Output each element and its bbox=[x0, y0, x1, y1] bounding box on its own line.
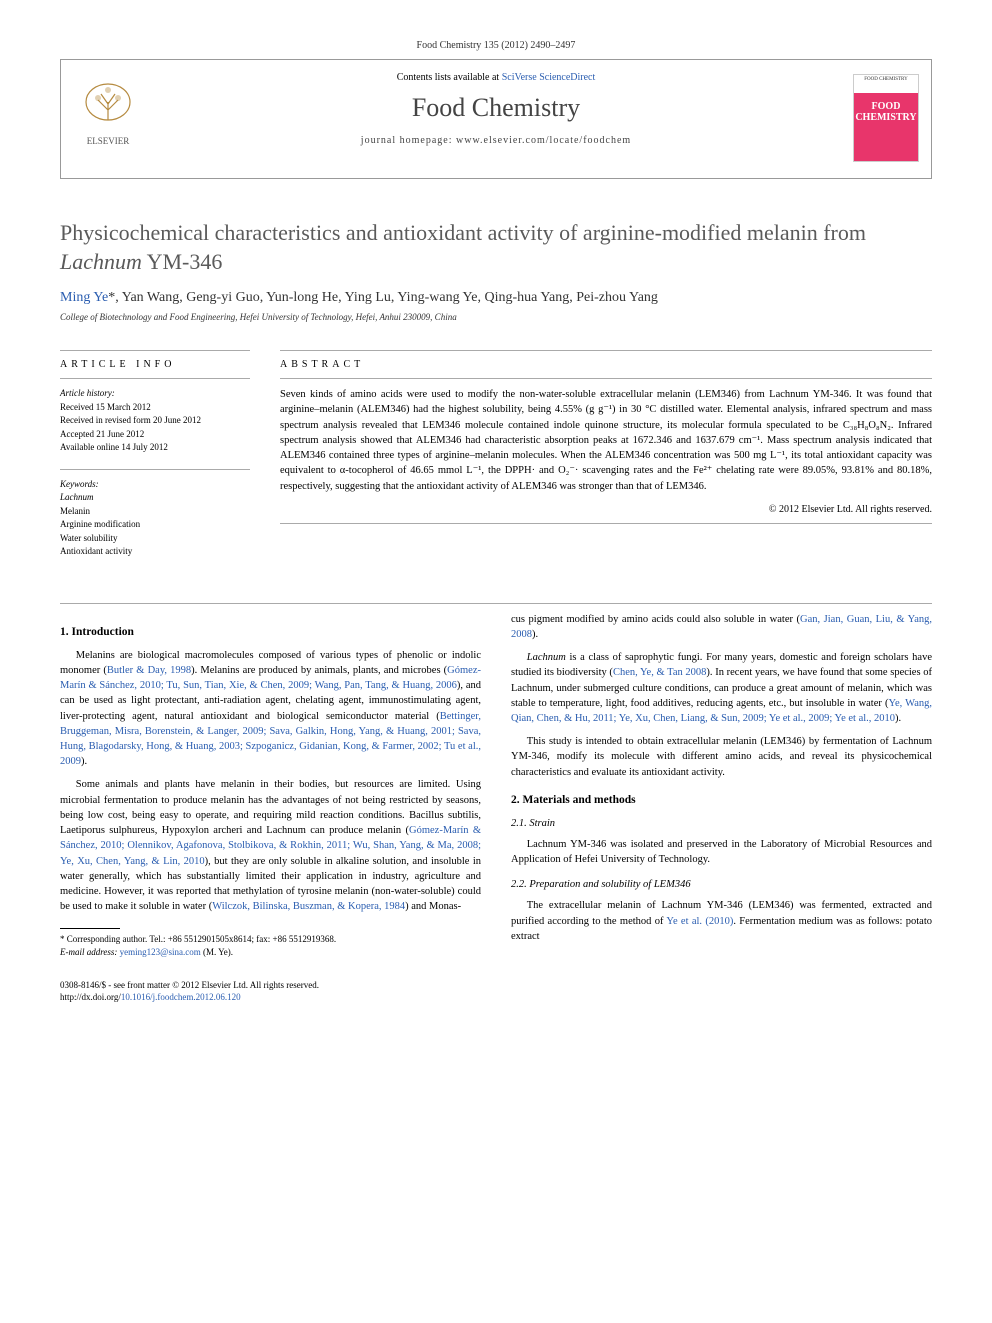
keyword-1: Lachnum bbox=[60, 491, 250, 505]
footnote-separator bbox=[60, 928, 120, 929]
abstract-divider-bot bbox=[280, 523, 932, 524]
keyword-4: Water solubility bbox=[60, 532, 250, 546]
email-label: E-mail address: bbox=[60, 947, 117, 957]
section-2-1-heading: 2.1. Strain bbox=[511, 818, 932, 829]
journal-header-box: ELSEVIER Contents lists available at Sci… bbox=[60, 59, 932, 179]
doi-prefix: http://dx.doi.org/ bbox=[60, 992, 121, 1002]
history-online: Available online 14 July 2012 bbox=[60, 441, 250, 455]
affiliation: College of Biotechnology and Food Engine… bbox=[60, 312, 932, 322]
info-divider-kw bbox=[60, 469, 250, 470]
intro-p2: Some animals and plants have melanin in … bbox=[60, 777, 481, 914]
cover-top-text: FOOD CHEMISTRY bbox=[854, 75, 918, 93]
history-revised: Received in revised form 20 June 2012 bbox=[60, 414, 250, 428]
title-part1: Physicochemical characteristics and anti… bbox=[60, 220, 866, 245]
keyword-3: Arginine modification bbox=[60, 518, 250, 532]
ref-link[interactable]: Ye et al. (2010) bbox=[666, 916, 733, 927]
body-columns: 1. Introduction Melanins are biological … bbox=[60, 612, 932, 1004]
section-1-heading: 1. Introduction bbox=[60, 626, 481, 638]
article-info-heading: ARTICLE INFO bbox=[60, 359, 250, 370]
intro-p2-cont: cus pigment modified by amino acids coul… bbox=[511, 612, 932, 642]
journal-title: Food Chemistry bbox=[81, 93, 911, 123]
body-col-left: 1. Introduction Melanins are biological … bbox=[60, 612, 481, 1004]
issn-line: 0308-8146/$ - see front matter © 2012 El… bbox=[60, 979, 481, 992]
cover-brand-line1: FOOD bbox=[872, 101, 901, 112]
corresponding-author-footnote: * Corresponding author. Tel.: +86 551290… bbox=[60, 933, 481, 958]
corr-author-line: * Corresponding author. Tel.: +86 551290… bbox=[60, 933, 481, 946]
sciencedirect-link[interactable]: SciVerse ScienceDirect bbox=[502, 72, 596, 83]
authors-line: Ming Ye*, Yan Wang, Geng-yi Guo, Yun-lon… bbox=[60, 290, 932, 306]
ref-link[interactable]: Butler & Day, 1998 bbox=[107, 665, 191, 676]
abstract-divider-top bbox=[280, 350, 932, 351]
journal-homepage: journal homepage: www.elsevier.com/locat… bbox=[81, 135, 911, 146]
title-part2: YM-346 bbox=[142, 249, 222, 274]
history-accepted: Accepted 21 June 2012 bbox=[60, 428, 250, 442]
section-2-heading: 2. Materials and methods bbox=[511, 794, 932, 806]
doi-link[interactable]: 10.1016/j.foodchem.2012.06.120 bbox=[121, 992, 241, 1002]
ref-link[interactable]: Wilczok, Bilinska, Buszman, & Kopera, 19… bbox=[212, 901, 405, 912]
history-label: Article history: bbox=[60, 387, 250, 401]
homepage-label: journal homepage: bbox=[361, 135, 456, 146]
ref-link[interactable]: Chen, Ye, & Tan 2008 bbox=[613, 667, 706, 678]
footer-info: 0308-8146/$ - see front matter © 2012 El… bbox=[60, 979, 481, 1004]
abstract-divider-mid bbox=[280, 378, 932, 379]
history-received: Received 15 March 2012 bbox=[60, 401, 250, 415]
journal-cover-thumbnail[interactable]: FOOD CHEMISTRY FOOD CHEMISTRY bbox=[853, 74, 919, 162]
prep-p: The extracellular melanin of Lachnum YM-… bbox=[511, 898, 932, 944]
keywords-label: Keywords: bbox=[60, 478, 250, 492]
author-link-main[interactable]: Ming Ye bbox=[60, 290, 108, 305]
elsevier-text: ELSEVIER bbox=[73, 136, 143, 146]
body-col-right: cus pigment modified by amino acids coul… bbox=[511, 612, 932, 1004]
abstract-text: Seven kinds of amino acids were used to … bbox=[280, 387, 932, 494]
email-link[interactable]: yeming123@sina.com bbox=[120, 947, 201, 957]
intro-p5: This study is intended to obtain extrace… bbox=[511, 734, 932, 780]
corr-email-line: E-mail address: yeming123@sina.com (M. Y… bbox=[60, 946, 481, 959]
journal-reference: Food Chemistry 135 (2012) 2490–2497 bbox=[60, 40, 932, 51]
body-divider-top bbox=[60, 603, 932, 604]
authors-rest: , Yan Wang, Geng-yi Guo, Yun-long He, Yi… bbox=[115, 290, 658, 305]
article-info-column: ARTICLE INFO Article history: Received 1… bbox=[60, 342, 250, 573]
keyword-5: Antioxidant activity bbox=[60, 545, 250, 559]
intro-p1: Melanins are biological macromolecules c… bbox=[60, 648, 481, 770]
info-abstract-row: ARTICLE INFO Article history: Received 1… bbox=[60, 342, 932, 573]
intro-p4: Lachnum Lachnum is a class of saprophyti… bbox=[511, 650, 932, 726]
section-2-2-heading: 2.2. Preparation and solubility of LEM34… bbox=[511, 879, 932, 890]
article-title: Physicochemical characteristics and anti… bbox=[60, 219, 932, 276]
abstract-heading: ABSTRACT bbox=[280, 359, 932, 370]
strain-p: Lachnum YM-346 was isolated and preserve… bbox=[511, 837, 932, 867]
elsevier-logo[interactable]: ELSEVIER bbox=[73, 80, 143, 146]
homepage-url[interactable]: www.elsevier.com/locate/foodchem bbox=[456, 135, 631, 146]
abstract-column: ABSTRACT Seven kinds of amino acids were… bbox=[280, 342, 932, 573]
contents-text: Contents lists available at bbox=[397, 72, 502, 83]
elsevier-tree-icon bbox=[73, 80, 143, 134]
keywords-block: Keywords: Lachnum Melanin Arginine modif… bbox=[60, 478, 250, 559]
cover-brand-line2: CHEMISTRY bbox=[855, 112, 916, 123]
email-suffix: (M. Ye). bbox=[201, 947, 233, 957]
title-italic: Lachnum bbox=[60, 249, 142, 274]
doi-line: http://dx.doi.org/10.1016/j.foodchem.201… bbox=[60, 991, 481, 1004]
cover-brand: FOOD CHEMISTRY bbox=[854, 93, 918, 161]
article-history-block: Article history: Received 15 March 2012 … bbox=[60, 387, 250, 455]
info-divider-mid bbox=[60, 378, 250, 379]
abstract-copyright: © 2012 Elsevier Ltd. All rights reserved… bbox=[280, 504, 932, 515]
contents-available-line: Contents lists available at SciVerse Sci… bbox=[81, 72, 911, 83]
keyword-2: Melanin bbox=[60, 505, 250, 519]
info-divider-top bbox=[60, 350, 250, 351]
